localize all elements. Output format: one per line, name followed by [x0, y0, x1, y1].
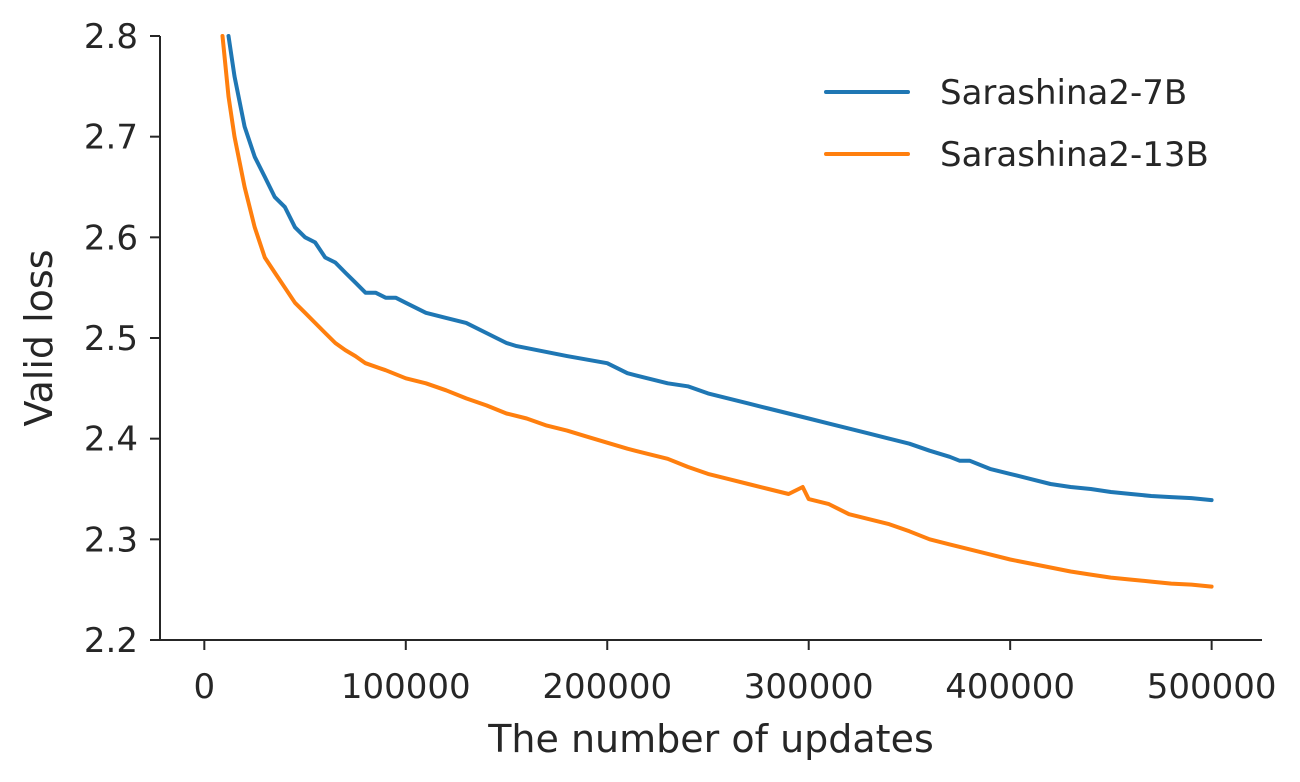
y-tick-label: 2.6: [84, 218, 138, 258]
y-axis-title: Valid loss: [17, 249, 61, 426]
y-tick-label: 2.7: [84, 118, 138, 158]
y-ticks: 2.2 2.3 2.4 2.5 2.6 2.7 2.8: [84, 17, 160, 661]
x-tick-label: 300000: [744, 667, 874, 707]
x-tick-label: 500000: [1147, 667, 1277, 707]
legend: Sarashina2-7B Sarashina2-13B: [824, 73, 1209, 175]
y-tick-label: 2.3: [84, 520, 138, 560]
legend-label-2: Sarashina2-13B: [940, 135, 1209, 175]
series-group: [220, 34, 1214, 589]
x-tick-label: 400000: [945, 667, 1075, 707]
x-tick-label: 200000: [542, 667, 672, 707]
series-line-2: [220, 34, 1214, 589]
series-line-1: [226, 34, 1214, 503]
y-tick-label: 2.2: [84, 621, 138, 661]
x-tick-label: 0: [194, 667, 216, 707]
x-tick-label: 100000: [341, 667, 471, 707]
axes: [159, 36, 1262, 641]
y-tick-label: 2.5: [84, 319, 138, 359]
y-tick-label: 2.4: [84, 420, 138, 460]
x-ticks: 0 100000 200000 300000 400000 500000: [194, 640, 1277, 707]
y-tick-label: 2.8: [84, 17, 138, 57]
legend-label-1: Sarashina2-7B: [940, 73, 1187, 113]
x-axis-title: The number of updates: [487, 717, 934, 761]
